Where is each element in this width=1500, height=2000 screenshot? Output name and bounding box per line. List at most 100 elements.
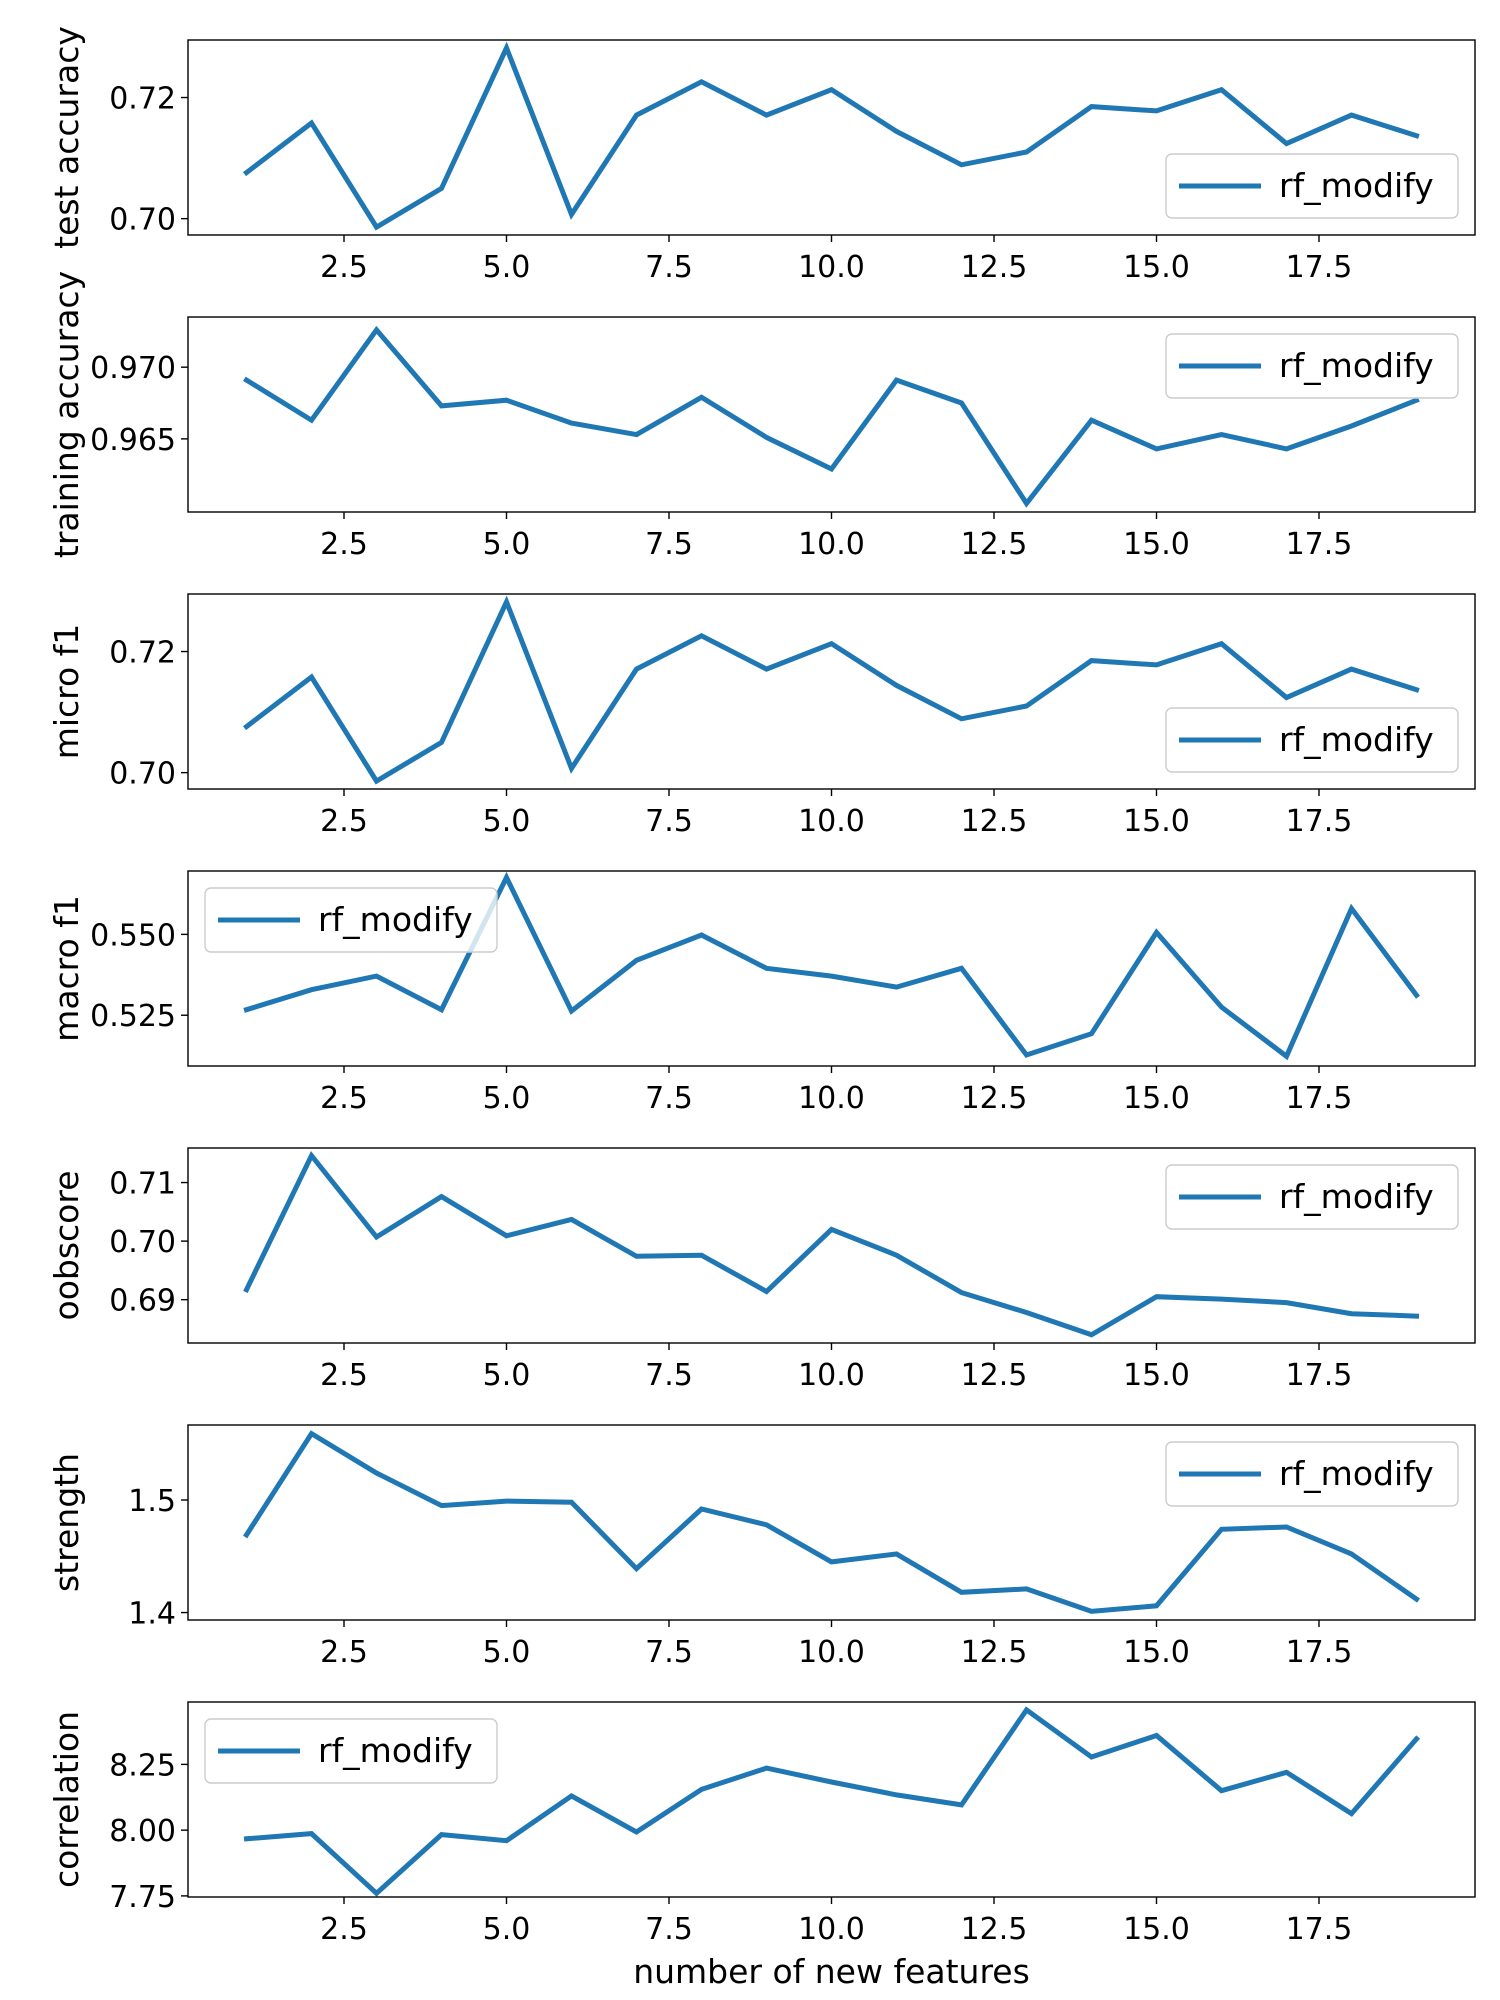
x-tick-label: 7.5 — [645, 250, 693, 285]
x-tick-label: 2.5 — [320, 1635, 368, 1670]
x-tick-label: 7.5 — [645, 1912, 693, 1947]
x-tick-label: 12.5 — [961, 1912, 1028, 1947]
y-tick-label: 8.25 — [109, 1748, 176, 1783]
chart-panel-3: 2.5 5.0 7.5 10.0 12.5 15.0 17.5 0.70 0.72 micro f… — [47, 593, 1476, 839]
x-tick-label: 10.0 — [798, 1912, 865, 1947]
chart-panel-7: 2.5 5.0 7.5 10.0 12.5 15.0 17.5 7.75 8.00 8.25 cor… — [47, 1701, 1476, 1991]
series-line-rf_modify — [243, 1706, 1421, 1897]
legend-box — [1165, 1441, 1459, 1507]
y-axis-label: strength — [47, 1453, 86, 1592]
x-tick-label: 5.0 — [483, 1358, 531, 1393]
x-tick-label: 5.0 — [483, 1635, 531, 1670]
y-tick-label: 0.970 — [90, 351, 176, 386]
legend: rf_modify — [1165, 707, 1459, 773]
x-tick-label: 2.5 — [320, 250, 368, 285]
y-tick-label: 0.72 — [109, 636, 176, 671]
x-tick-label: 10.0 — [798, 527, 865, 562]
y-tick-label: 7.75 — [109, 1880, 176, 1915]
x-tick-label: 17.5 — [1286, 1358, 1353, 1393]
y-axis-label: macro f1 — [47, 895, 86, 1042]
x-tick-label: 12.5 — [961, 1081, 1028, 1116]
x-tick-label: 15.0 — [1123, 1912, 1190, 1947]
chart-panel-6: 2.5 5.0 7.5 10.0 12.5 15.0 17.5 1.4 1.5 strength r… — [47, 1424, 1476, 1670]
x-tick-label: 7.5 — [645, 1358, 693, 1393]
x-tick-label: 7.5 — [645, 1081, 693, 1116]
y-tick-label: 0.525 — [90, 999, 176, 1034]
legend: rf_modify — [204, 887, 498, 953]
series-line-rf_modify — [243, 325, 1420, 508]
legend-label: rf_modify — [1279, 346, 1434, 385]
y-axis-label: oobscore — [47, 1171, 86, 1321]
x-tick-label: 15.0 — [1123, 250, 1190, 285]
x-tick-label: 12.5 — [961, 804, 1028, 839]
x-tick-label: 2.5 — [320, 804, 368, 839]
chart-panel-1: 2.5 5.0 7.5 10.0 12.5 15.0 17.5 0.70 0.72 test ac… — [47, 26, 1476, 285]
legend-box — [1165, 153, 1459, 219]
series-line-rf_modify — [243, 1430, 1420, 1614]
legend-box — [1165, 333, 1459, 399]
x-tick-label: 15.0 — [1123, 1358, 1190, 1393]
series-line-rf_modify — [243, 871, 1420, 1061]
x-tick-label: 17.5 — [1286, 527, 1353, 562]
x-tick-label: 17.5 — [1286, 1635, 1353, 1670]
x-tick-label: 7.5 — [645, 1635, 693, 1670]
x-tick-label: 10.0 — [798, 804, 865, 839]
x-tick-label: 17.5 — [1286, 1081, 1353, 1116]
y-tick-label: 1.4 — [128, 1597, 176, 1632]
x-tick-label: 7.5 — [645, 527, 693, 562]
chart-panel-5: 2.5 5.0 7.5 10.0 12.5 15.0 17.5 0.69 0.70 0.71 oob… — [47, 1147, 1476, 1393]
x-tick-label: 15.0 — [1123, 804, 1190, 839]
x-tick-label: 5.0 — [483, 527, 531, 562]
x-tick-label: 17.5 — [1286, 250, 1353, 285]
y-axis-label: correlation — [47, 1711, 86, 1888]
x-tick-label: 10.0 — [798, 1358, 865, 1393]
legend-label: rf_modify — [318, 1731, 473, 1770]
x-tick-label: 12.5 — [961, 1358, 1028, 1393]
x-tick-label: 5.0 — [483, 804, 531, 839]
legend: rf_modify — [1165, 1164, 1459, 1230]
y-tick-label: 0.72 — [109, 82, 176, 117]
y-axis-label: training accuracy — [47, 271, 86, 558]
series-line-rf_modify — [242, 41, 1420, 231]
x-tick-label: 2.5 — [320, 1358, 368, 1393]
y-tick-label: 0.550 — [90, 918, 176, 953]
legend-label: rf_modify — [1279, 1177, 1434, 1216]
y-axis-label: test accuracy — [47, 26, 86, 249]
x-tick-label: 7.5 — [645, 804, 693, 839]
legend: rf_modify — [1165, 1441, 1459, 1507]
x-tick-label: 17.5 — [1286, 1912, 1353, 1947]
x-tick-label: 12.5 — [961, 250, 1028, 285]
legend-label: rf_modify — [318, 900, 473, 939]
legend: rf_modify — [1165, 153, 1459, 219]
legend: rf_modify — [204, 1718, 498, 1784]
x-tick-label: 2.5 — [320, 1912, 368, 1947]
y-tick-label: 8.00 — [109, 1814, 176, 1849]
legend-label: rf_modify — [1279, 720, 1434, 759]
y-tick-label: 0.70 — [109, 203, 176, 238]
chart-panel-4: 2.5 5.0 7.5 10.0 12.5 15.0 17.5 0.525 0.550macro… — [47, 870, 1476, 1116]
x-tick-label: 5.0 — [483, 1912, 531, 1947]
x-tick-label: 2.5 — [320, 527, 368, 562]
legend-box — [1165, 1164, 1459, 1230]
y-axis-label: micro f1 — [47, 624, 86, 760]
legend-box — [204, 887, 498, 953]
chart-panel-2: 2.5 5.0 7.5 10.0 12.5 15.0 17.5 0.965 0.970train… — [47, 271, 1476, 562]
x-tick-label: 2.5 — [320, 1081, 368, 1116]
y-tick-label: 0.70 — [109, 1225, 176, 1260]
x-tick-label: 12.5 — [961, 527, 1028, 562]
x-tick-label: 10.0 — [798, 1081, 865, 1116]
x-tick-label: 5.0 — [483, 250, 531, 285]
series-line-rf_modify — [243, 1150, 1420, 1338]
x-axis-label: number of new features — [633, 1952, 1030, 1991]
y-tick-label: 0.71 — [109, 1167, 176, 1202]
series-line-rf_modify — [242, 595, 1420, 785]
legend-label: rf_modify — [1279, 166, 1434, 205]
x-tick-label: 12.5 — [961, 1635, 1028, 1670]
legend-box — [204, 1718, 498, 1784]
x-tick-label: 15.0 — [1123, 1081, 1190, 1116]
y-tick-label: 0.70 — [109, 757, 176, 792]
y-tick-label: 1.5 — [128, 1484, 176, 1519]
x-tick-label: 15.0 — [1123, 1635, 1190, 1670]
x-tick-label: 10.0 — [798, 250, 865, 285]
